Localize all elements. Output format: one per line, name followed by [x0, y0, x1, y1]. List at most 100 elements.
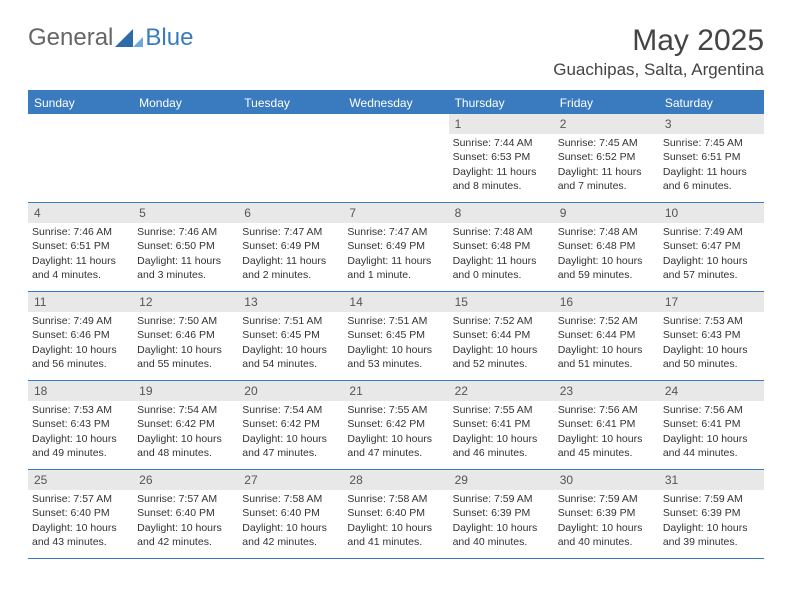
calendar: Sunday Monday Tuesday Wednesday Thursday…	[28, 90, 764, 559]
daylight-text: Daylight: 10 hours and 49 minutes.	[32, 432, 129, 460]
calendar-body: 1Sunrise: 7:44 AMSunset: 6:53 PMDaylight…	[28, 114, 764, 559]
calendar-day: 19Sunrise: 7:54 AMSunset: 6:42 PMDayligh…	[133, 381, 238, 469]
sunrise-text: Sunrise: 7:46 AM	[137, 225, 234, 239]
day-number: 25	[28, 470, 133, 490]
daylight-text: Daylight: 10 hours and 48 minutes.	[137, 432, 234, 460]
calendar-day: 11Sunrise: 7:49 AMSunset: 6:46 PMDayligh…	[28, 292, 133, 380]
daylight-text: Daylight: 11 hours and 6 minutes.	[663, 165, 760, 193]
day-body: Sunrise: 7:45 AMSunset: 6:52 PMDaylight:…	[554, 136, 659, 197]
calendar-day: 5Sunrise: 7:46 AMSunset: 6:50 PMDaylight…	[133, 203, 238, 291]
day-body: Sunrise: 7:59 AMSunset: 6:39 PMDaylight:…	[659, 492, 764, 553]
sunrise-text: Sunrise: 7:51 AM	[242, 314, 339, 328]
calendar-day: 8Sunrise: 7:48 AMSunset: 6:48 PMDaylight…	[449, 203, 554, 291]
sunrise-text: Sunrise: 7:47 AM	[347, 225, 444, 239]
daylight-text: Daylight: 10 hours and 57 minutes.	[663, 254, 760, 282]
daylight-text: Daylight: 10 hours and 52 minutes.	[453, 343, 550, 371]
day-body: Sunrise: 7:52 AMSunset: 6:44 PMDaylight:…	[449, 314, 554, 375]
calendar-day: 7Sunrise: 7:47 AMSunset: 6:49 PMDaylight…	[343, 203, 448, 291]
sunset-text: Sunset: 6:41 PM	[558, 417, 655, 431]
sunrise-text: Sunrise: 7:59 AM	[453, 492, 550, 506]
calendar-day: 31Sunrise: 7:59 AMSunset: 6:39 PMDayligh…	[659, 470, 764, 558]
day-body: Sunrise: 7:54 AMSunset: 6:42 PMDaylight:…	[133, 403, 238, 464]
sunset-text: Sunset: 6:53 PM	[453, 150, 550, 164]
day-number: 17	[659, 292, 764, 312]
sunset-text: Sunset: 6:39 PM	[663, 506, 760, 520]
sunset-text: Sunset: 6:45 PM	[347, 328, 444, 342]
sunset-text: Sunset: 6:40 PM	[137, 506, 234, 520]
daylight-text: Daylight: 10 hours and 40 minutes.	[558, 521, 655, 549]
logo-text-blue: Blue	[145, 24, 193, 52]
day-body: Sunrise: 7:49 AMSunset: 6:47 PMDaylight:…	[659, 225, 764, 286]
sunrise-text: Sunrise: 7:55 AM	[453, 403, 550, 417]
calendar-day: 12Sunrise: 7:50 AMSunset: 6:46 PMDayligh…	[133, 292, 238, 380]
sunrise-text: Sunrise: 7:55 AM	[347, 403, 444, 417]
day-body: Sunrise: 7:53 AMSunset: 6:43 PMDaylight:…	[28, 403, 133, 464]
daylight-text: Daylight: 10 hours and 53 minutes.	[347, 343, 444, 371]
sunrise-text: Sunrise: 7:53 AM	[32, 403, 129, 417]
sunset-text: Sunset: 6:42 PM	[137, 417, 234, 431]
day-body: Sunrise: 7:58 AMSunset: 6:40 PMDaylight:…	[238, 492, 343, 553]
sunset-text: Sunset: 6:40 PM	[347, 506, 444, 520]
day-number: 30	[554, 470, 659, 490]
day-number: 21	[343, 381, 448, 401]
daylight-text: Daylight: 11 hours and 2 minutes.	[242, 254, 339, 282]
sunset-text: Sunset: 6:48 PM	[558, 239, 655, 253]
sunset-text: Sunset: 6:40 PM	[242, 506, 339, 520]
calendar-day: 10Sunrise: 7:49 AMSunset: 6:47 PMDayligh…	[659, 203, 764, 291]
day-number: 4	[28, 203, 133, 223]
daylight-text: Daylight: 10 hours and 50 minutes.	[663, 343, 760, 371]
day-number: 3	[659, 114, 764, 134]
sunrise-text: Sunrise: 7:50 AM	[137, 314, 234, 328]
day-number: 7	[343, 203, 448, 223]
sunrise-text: Sunrise: 7:44 AM	[453, 136, 550, 150]
daylight-text: Daylight: 10 hours and 47 minutes.	[242, 432, 339, 460]
sunrise-text: Sunrise: 7:57 AM	[32, 492, 129, 506]
sunrise-text: Sunrise: 7:59 AM	[558, 492, 655, 506]
calendar-day: 13Sunrise: 7:51 AMSunset: 6:45 PMDayligh…	[238, 292, 343, 380]
daylight-text: Daylight: 11 hours and 8 minutes.	[453, 165, 550, 193]
sunset-text: Sunset: 6:49 PM	[242, 239, 339, 253]
calendar-day: 15Sunrise: 7:52 AMSunset: 6:44 PMDayligh…	[449, 292, 554, 380]
calendar-day	[28, 114, 133, 202]
sunrise-text: Sunrise: 7:56 AM	[558, 403, 655, 417]
day-number: 20	[238, 381, 343, 401]
day-body: Sunrise: 7:56 AMSunset: 6:41 PMDaylight:…	[554, 403, 659, 464]
daylight-text: Daylight: 10 hours and 46 minutes.	[453, 432, 550, 460]
sunrise-text: Sunrise: 7:48 AM	[558, 225, 655, 239]
daylight-text: Daylight: 10 hours and 42 minutes.	[242, 521, 339, 549]
sunrise-text: Sunrise: 7:45 AM	[558, 136, 655, 150]
day-number: 9	[554, 203, 659, 223]
day-body: Sunrise: 7:57 AMSunset: 6:40 PMDaylight:…	[133, 492, 238, 553]
day-number: 5	[133, 203, 238, 223]
calendar-week: 11Sunrise: 7:49 AMSunset: 6:46 PMDayligh…	[28, 292, 764, 381]
sunset-text: Sunset: 6:39 PM	[558, 506, 655, 520]
daylight-text: Daylight: 11 hours and 7 minutes.	[558, 165, 655, 193]
daylight-text: Daylight: 10 hours and 54 minutes.	[242, 343, 339, 371]
sunset-text: Sunset: 6:39 PM	[453, 506, 550, 520]
sunrise-text: Sunrise: 7:53 AM	[663, 314, 760, 328]
day-body: Sunrise: 7:47 AMSunset: 6:49 PMDaylight:…	[238, 225, 343, 286]
day-number: 12	[133, 292, 238, 312]
day-number: 6	[238, 203, 343, 223]
calendar-day: 18Sunrise: 7:53 AMSunset: 6:43 PMDayligh…	[28, 381, 133, 469]
daylight-text: Daylight: 11 hours and 0 minutes.	[453, 254, 550, 282]
day-body: Sunrise: 7:50 AMSunset: 6:46 PMDaylight:…	[133, 314, 238, 375]
calendar-day	[238, 114, 343, 202]
sunset-text: Sunset: 6:46 PM	[137, 328, 234, 342]
day-number: 1	[449, 114, 554, 134]
sunset-text: Sunset: 6:41 PM	[663, 417, 760, 431]
day-body: Sunrise: 7:57 AMSunset: 6:40 PMDaylight:…	[28, 492, 133, 553]
day-body: Sunrise: 7:51 AMSunset: 6:45 PMDaylight:…	[238, 314, 343, 375]
calendar-day: 22Sunrise: 7:55 AMSunset: 6:41 PMDayligh…	[449, 381, 554, 469]
sunrise-text: Sunrise: 7:49 AM	[32, 314, 129, 328]
day-number: 19	[133, 381, 238, 401]
day-number: 16	[554, 292, 659, 312]
daylight-text: Daylight: 10 hours and 45 minutes.	[558, 432, 655, 460]
calendar-day: 21Sunrise: 7:55 AMSunset: 6:42 PMDayligh…	[343, 381, 448, 469]
sunset-text: Sunset: 6:51 PM	[32, 239, 129, 253]
calendar-day: 17Sunrise: 7:53 AMSunset: 6:43 PMDayligh…	[659, 292, 764, 380]
calendar-day: 29Sunrise: 7:59 AMSunset: 6:39 PMDayligh…	[449, 470, 554, 558]
daylight-text: Daylight: 10 hours and 51 minutes.	[558, 343, 655, 371]
sunrise-text: Sunrise: 7:47 AM	[242, 225, 339, 239]
calendar-day	[343, 114, 448, 202]
